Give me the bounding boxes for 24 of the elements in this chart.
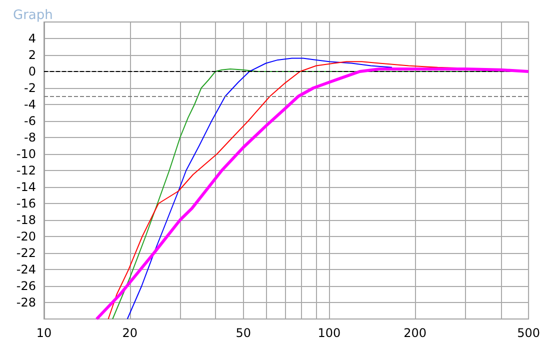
y-tick-label: -20 (16, 230, 36, 244)
x-tick-label: 500 (517, 326, 540, 340)
y-tick-label: -6 (24, 114, 36, 128)
chart-title: Graph (13, 8, 53, 23)
y-tick-label: -8 (24, 130, 36, 144)
y-tick-label: -14 (16, 180, 36, 194)
y-tick-label: -22 (16, 246, 36, 260)
y-tick-label: 2 (28, 48, 36, 62)
x-tick-label: 200 (404, 326, 427, 340)
y-tick-label: -10 (16, 147, 36, 161)
y-tick-label: -24 (16, 262, 36, 276)
y-tick-label: 0 (28, 64, 36, 78)
y-tick-label: -16 (16, 196, 36, 210)
y-tick-label: -12 (16, 164, 36, 178)
y-tick-label: -28 (16, 296, 36, 310)
x-tick-label: 10 (36, 326, 52, 340)
y-tick-label: 4 (28, 32, 36, 46)
y-tick-label: -2 (24, 81, 36, 95)
y-tick-label: -4 (24, 98, 36, 112)
y-tick-label: -18 (16, 213, 36, 227)
x-tick-label: 20 (122, 326, 138, 340)
x-tick-label: 50 (236, 326, 251, 340)
y-tick-label: -26 (16, 279, 36, 293)
x-tick-label: 100 (318, 326, 341, 340)
